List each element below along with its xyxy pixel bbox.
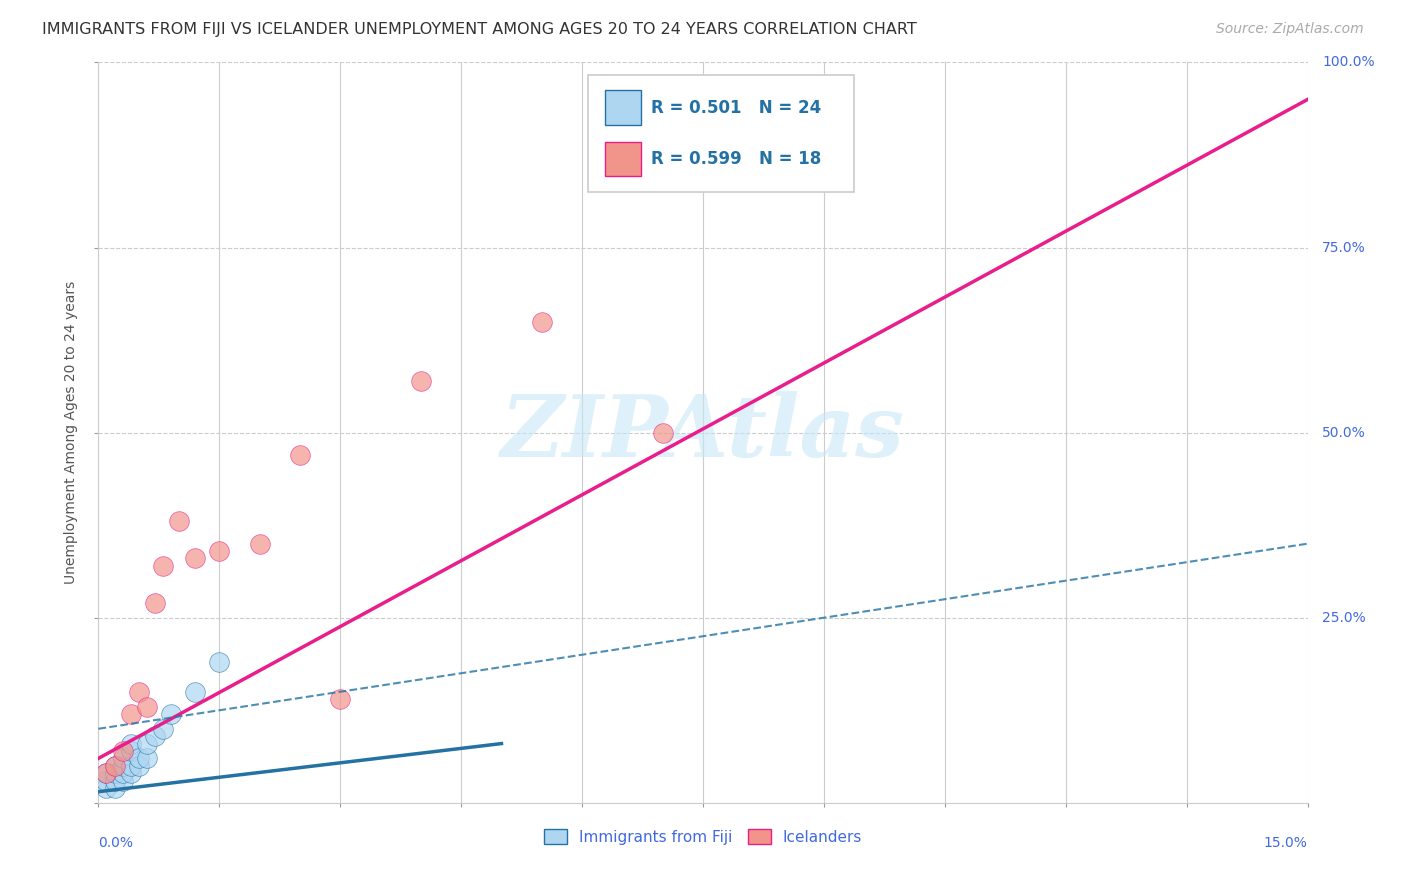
Text: ZIPAtlas: ZIPAtlas	[501, 391, 905, 475]
Point	[120, 744, 142, 758]
Point	[651, 425, 673, 440]
Point	[208, 544, 231, 558]
Point	[111, 766, 134, 780]
Point	[111, 751, 134, 765]
Point	[111, 758, 134, 772]
Point	[167, 515, 190, 529]
Point	[135, 737, 157, 751]
Point	[96, 773, 118, 788]
FancyBboxPatch shape	[605, 142, 641, 177]
Point	[120, 706, 142, 721]
Point	[111, 744, 134, 758]
Point	[103, 780, 125, 795]
Point	[103, 758, 125, 772]
Text: 25.0%: 25.0%	[1322, 611, 1365, 624]
Point	[96, 766, 118, 780]
Text: R = 0.599   N = 18: R = 0.599 N = 18	[651, 151, 821, 169]
Point	[143, 596, 166, 610]
Point	[103, 766, 125, 780]
Legend: Immigrants from Fiji, Icelanders: Immigrants from Fiji, Icelanders	[537, 822, 869, 851]
Point	[120, 758, 142, 772]
Point	[128, 685, 150, 699]
Point	[152, 558, 174, 573]
Point	[128, 751, 150, 765]
Point	[96, 780, 118, 795]
Point	[409, 374, 432, 388]
Point	[96, 766, 118, 780]
Point	[530, 314, 553, 328]
Point	[184, 685, 207, 699]
FancyBboxPatch shape	[588, 75, 855, 192]
Point	[152, 722, 174, 736]
Point	[128, 758, 150, 772]
Point	[103, 758, 125, 772]
Text: R = 0.501   N = 24: R = 0.501 N = 24	[651, 99, 821, 117]
Text: 15.0%: 15.0%	[1264, 836, 1308, 850]
Text: 0.0%: 0.0%	[98, 836, 134, 850]
Point	[288, 448, 311, 462]
Point	[135, 699, 157, 714]
Point	[120, 766, 142, 780]
Y-axis label: Unemployment Among Ages 20 to 24 years: Unemployment Among Ages 20 to 24 years	[65, 281, 79, 584]
Point	[184, 551, 207, 566]
Point	[208, 655, 231, 669]
Text: 50.0%: 50.0%	[1322, 425, 1365, 440]
Point	[120, 737, 142, 751]
Text: Source: ZipAtlas.com: Source: ZipAtlas.com	[1216, 22, 1364, 37]
FancyBboxPatch shape	[605, 90, 641, 125]
Point	[135, 751, 157, 765]
Point	[813, 78, 835, 92]
Point	[103, 773, 125, 788]
Point	[160, 706, 183, 721]
Point	[111, 773, 134, 788]
Text: 100.0%: 100.0%	[1322, 55, 1375, 70]
Text: IMMIGRANTS FROM FIJI VS ICELANDER UNEMPLOYMENT AMONG AGES 20 TO 24 YEARS CORRELA: IMMIGRANTS FROM FIJI VS ICELANDER UNEMPL…	[42, 22, 917, 37]
Point	[249, 536, 271, 550]
Point	[329, 692, 352, 706]
Point	[143, 729, 166, 743]
Text: 75.0%: 75.0%	[1322, 241, 1365, 254]
